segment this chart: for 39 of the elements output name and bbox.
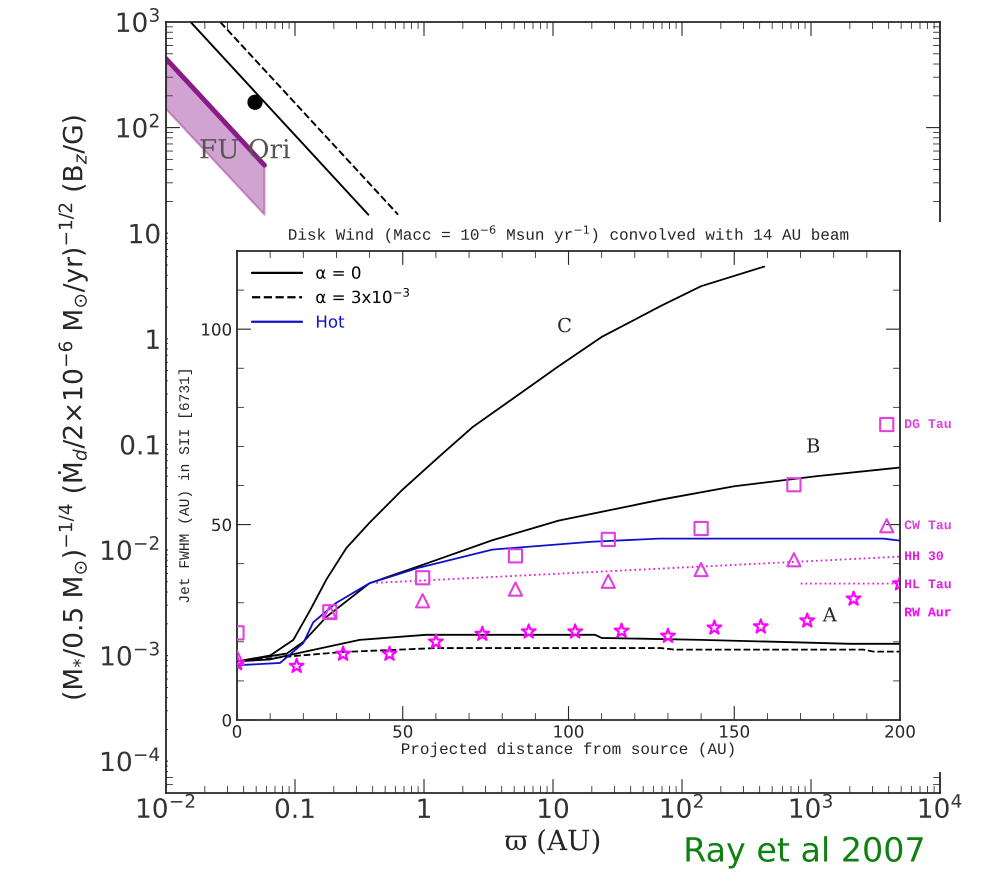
series-label: HL Tau [905, 579, 951, 588]
x-tick-label: 0.1 [276, 798, 314, 818]
x-tick-label: 10$^{3}$ [790, 794, 832, 818]
x-tick-label: 1 [418, 798, 430, 818]
annotation: C [558, 318, 571, 332]
legend-label: α = 3x10$^{−3}$ [316, 288, 409, 304]
x-tick-label: 200 [885, 725, 915, 738]
y-tick-label: 100 [202, 323, 232, 336]
x-tick-label: 10$^{2}$ [662, 794, 703, 818]
y-tick-label: 10$^{−2}$ [102, 536, 158, 560]
y-tick-label: 10$^{2}$ [118, 114, 158, 138]
x-tick-label: 0 [232, 725, 242, 738]
legend-label: α = 0 [316, 266, 360, 279]
x-axis-title: Projected distance from source (AU) [402, 742, 734, 758]
series-label: DG Tau [905, 419, 951, 428]
y-tick-label: 0 [222, 714, 232, 727]
text: (M$_{*}$/0.5 M$_{⊙}$)$^{−1/4}$ (Ṁ$_{d}$/2×10$^{−6}$ M$_{⊙}$/yr)$^{−1/2}$ (B$_{z}$/G) [58, 116, 88, 699]
y-tick-label: 10 [130, 224, 160, 244]
annotation: B [807, 438, 820, 453]
x-tick-label: 150 [720, 725, 750, 738]
x-tick-label: 50 [393, 725, 412, 738]
legend-label: Hot [316, 315, 344, 328]
chart-title: Disk Wind (Macc = 10$^{−6}$ Msun yr$^{−1}$) convolved with 14 AU beam [289, 225, 848, 244]
y-tick-label: 10$^{−4}$ [102, 747, 160, 772]
annotation: A [822, 607, 837, 622]
y-axis-title: Jet FWHM (AU) in SII [6731] [178, 370, 192, 602]
text: Ray et al 2007 [686, 836, 923, 868]
x-tick-label: 10$^{4}$ [920, 794, 962, 818]
y-tick-label: 10$^{3}$ [118, 8, 159, 32]
y-tick-label: 1 [147, 330, 159, 349]
x-tick-label: 100 [554, 725, 584, 738]
series-label: CW Tau [904, 520, 951, 530]
x-axis-title: ϖ (AU) [505, 828, 600, 854]
series-label: RW Aur [905, 608, 951, 616]
y-tick-label: 0.1 [120, 434, 159, 455]
y-tick-label: 10$^{−3}$ [102, 642, 159, 666]
y-tick-label: 50 [212, 518, 232, 532]
series-label: HH 30 [905, 551, 943, 560]
x-tick-label: 10 [539, 798, 568, 818]
